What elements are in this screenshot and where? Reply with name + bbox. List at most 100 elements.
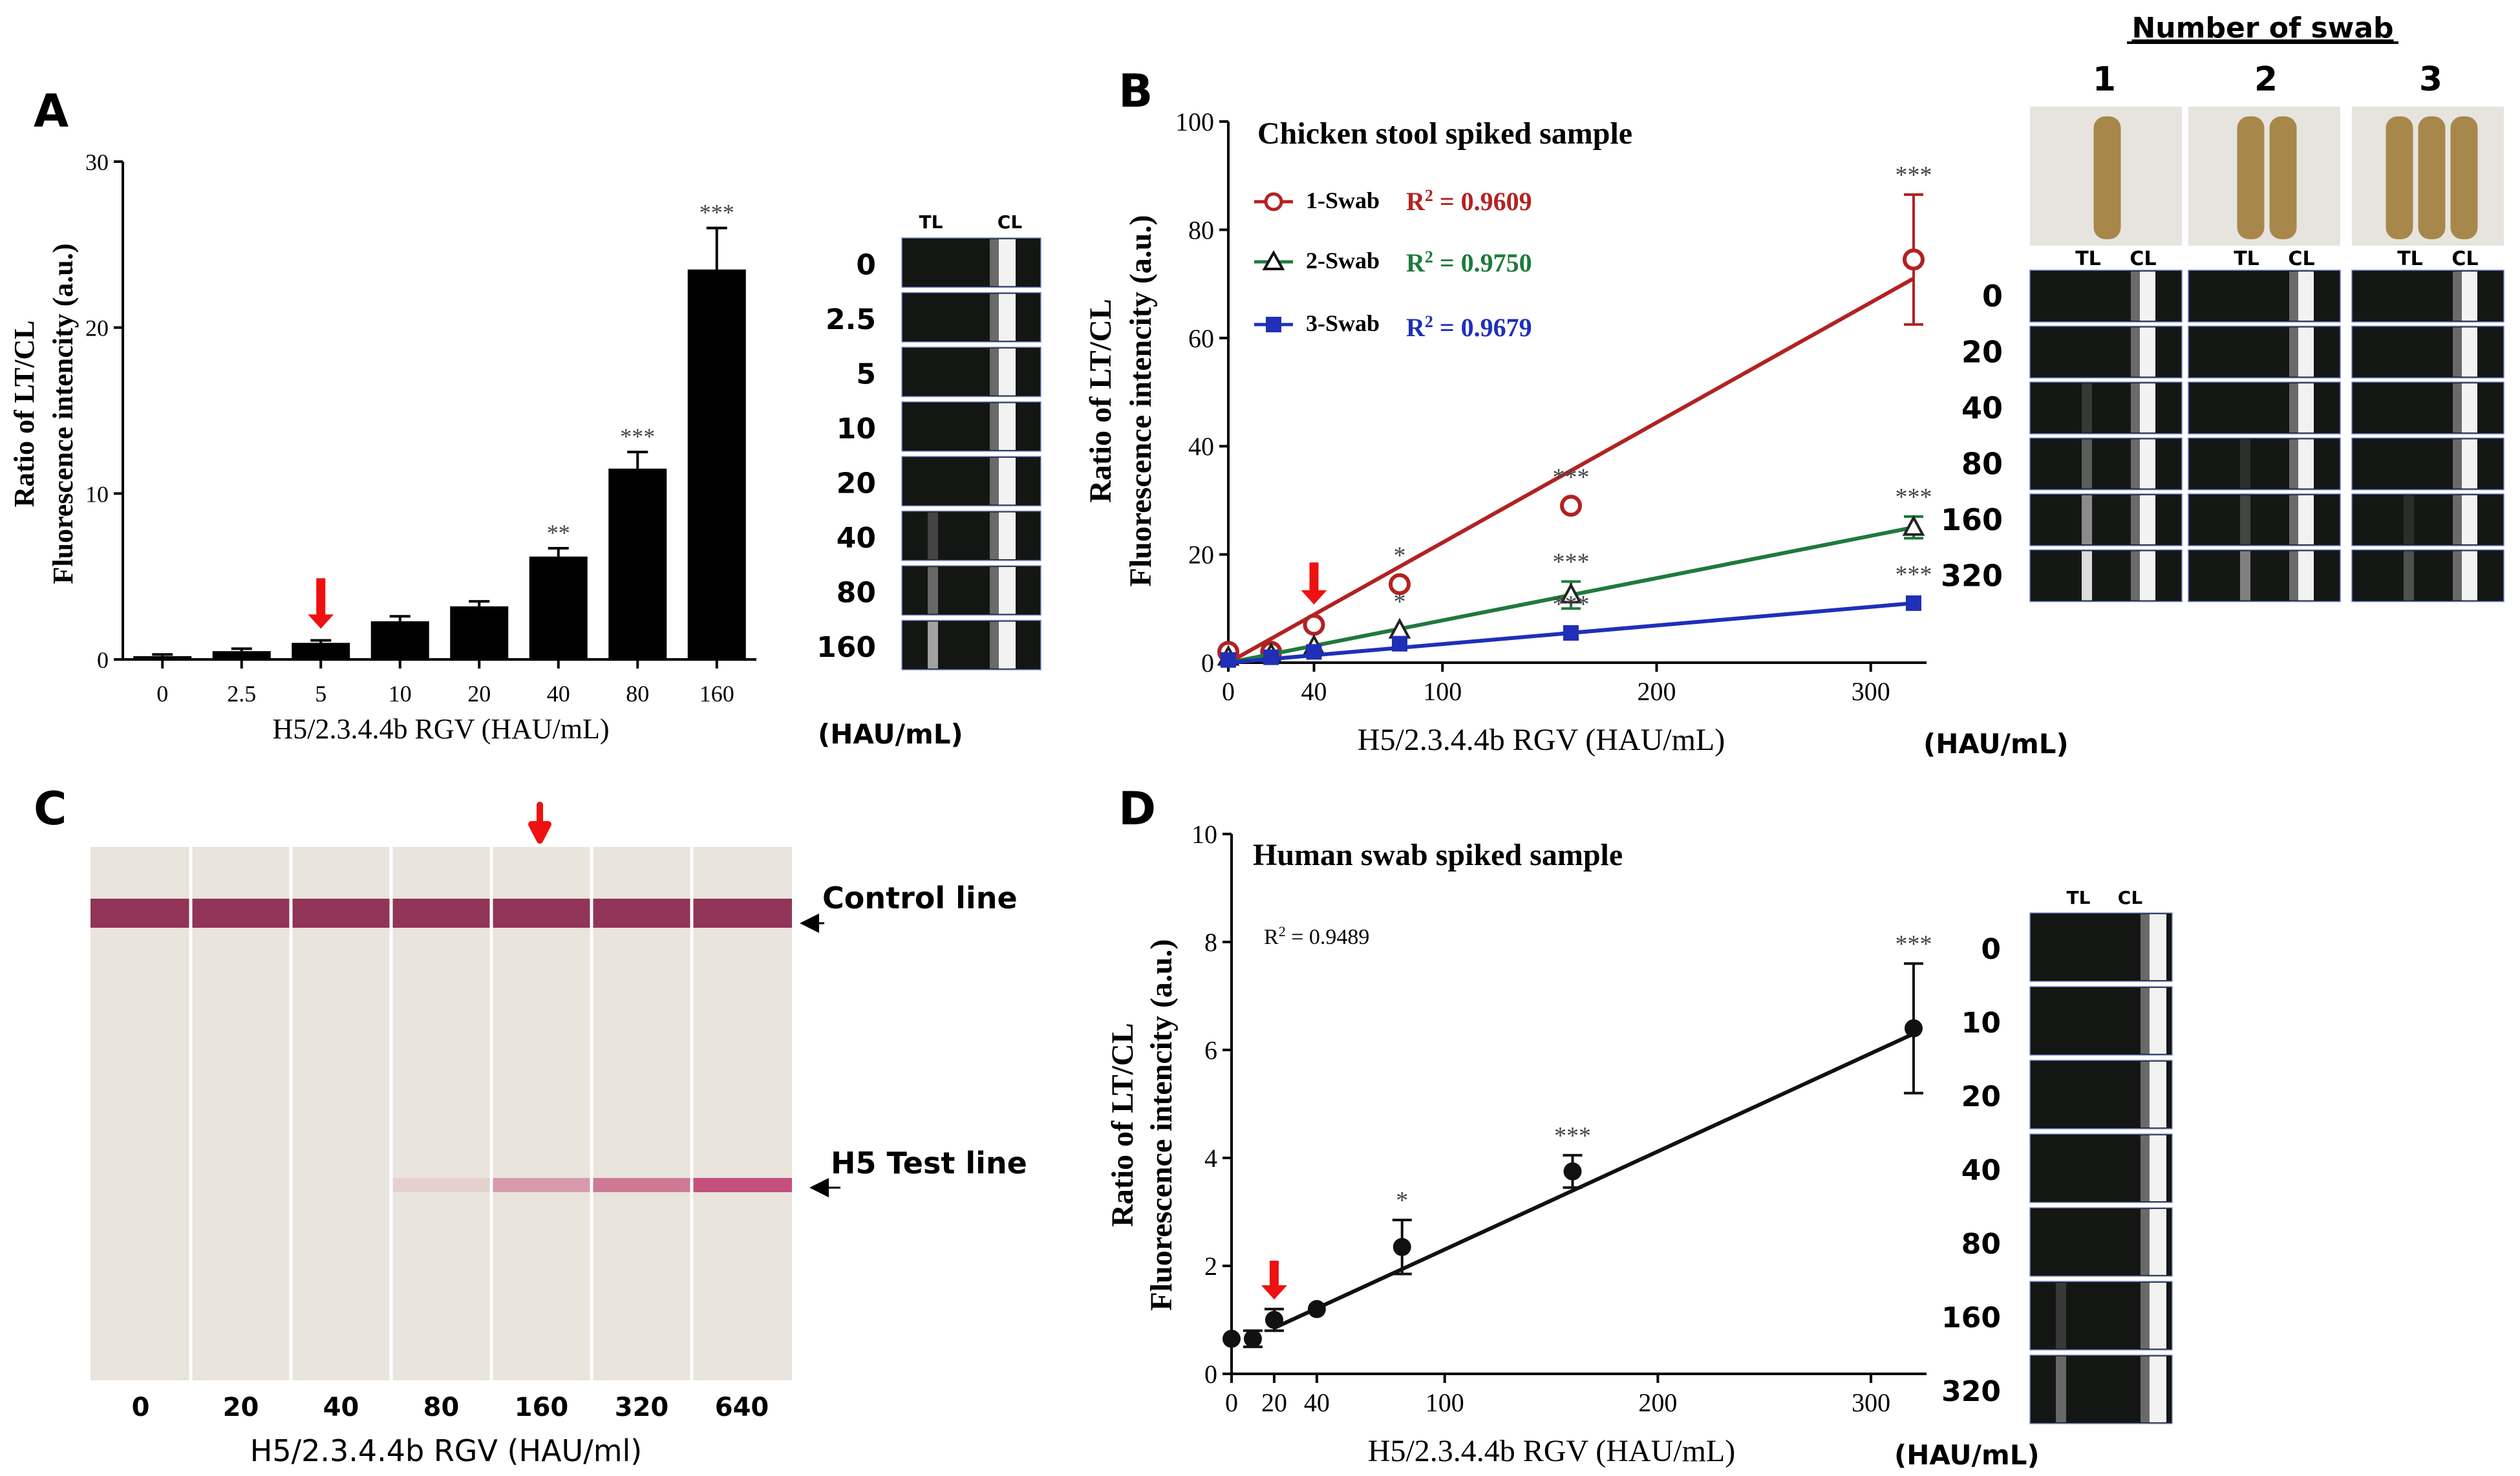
legend-r2: R2 = 0.9750 (1406, 248, 1532, 278)
swab-tip-icon (2269, 116, 2297, 239)
data-point-square (1392, 636, 1407, 652)
significance-label: *** (1895, 484, 1932, 511)
test-line-band (391, 1178, 491, 1192)
panel-c-photo: 0 20 40 80 160 320 640 Control line H5 Test li… (91, 802, 1027, 1468)
strip-image (2188, 325, 2341, 379)
y-tick-label: 8 (1204, 928, 1217, 957)
data-point-square (1563, 625, 1579, 641)
control-band (2298, 383, 2314, 433)
red-arrow-icon (528, 802, 551, 844)
control-band (2150, 1209, 2166, 1275)
control-band-glow (990, 239, 999, 286)
significance-label: ** (547, 520, 570, 546)
control-band-glow (2453, 439, 2462, 489)
x-tick-label: 0 (156, 681, 168, 707)
strip-image (901, 401, 1041, 452)
legend-marker-triangle (1262, 250, 1285, 270)
control-band-glow (2141, 1209, 2150, 1275)
strip-row-label: 0 (1981, 933, 2001, 966)
bar (133, 656, 192, 659)
control-band-glow (2141, 1135, 2150, 1201)
strip-row-label: 80 (1961, 447, 2003, 482)
control-band (2298, 551, 2314, 601)
control-band-glow (990, 512, 999, 559)
test-line-band (692, 1178, 792, 1192)
x-tick-label: 200 (1638, 1388, 1677, 1417)
lane-label: 20 (223, 1393, 259, 1422)
panel-label-c: C (34, 782, 67, 835)
strip-image (2029, 325, 2183, 379)
bar (212, 651, 271, 659)
y-tick-label: 10 (1191, 820, 1217, 849)
strip-row-label: 320 (1941, 559, 2003, 594)
control-band (2298, 272, 2314, 321)
control-band (2140, 439, 2155, 489)
strip-cl-header: CL (2288, 248, 2314, 270)
panel-b-unit: (HAU/mL) (1923, 728, 2069, 760)
control-band (2462, 439, 2477, 489)
legend-label: 3-Swab (1306, 310, 1380, 336)
chart-a-ylabel-2: Fluorescence intencity (a.u.) (47, 243, 79, 584)
chart-d: Ratio of LT/CL Fluorescence intencity (a… (1105, 820, 1932, 1468)
y-tick-label: 10 (85, 481, 109, 507)
chart-a-xlabel: H5/2.3.4.4b RGV (HAU/mL) (272, 713, 609, 745)
data-point (1243, 1329, 1262, 1348)
test-band (2082, 551, 2092, 601)
swab-tip-icon (2386, 116, 2413, 239)
control-band-glow (2131, 272, 2140, 321)
control-band-glow (2289, 495, 2298, 544)
data-point-triangle (1902, 515, 1925, 536)
control-band (2298, 327, 2314, 377)
control-band (2150, 1062, 2166, 1128)
strip-row-label: 5 (856, 358, 876, 390)
data-point-circle (1903, 248, 1925, 271)
chart-a-ylabel-1: Ratio of LT/CL (8, 320, 40, 507)
control-band-glow (990, 567, 999, 614)
control-band-glow (2141, 914, 2150, 980)
test-band (2082, 439, 2092, 489)
x-tick-label: 40 (547, 681, 570, 707)
red-arrow-icon (308, 578, 334, 629)
control-band-glow (2289, 551, 2298, 601)
swab-tip-icon (2093, 116, 2121, 239)
control-band (999, 239, 1016, 286)
strip-image (2029, 381, 2183, 434)
strip-image (2188, 381, 2341, 434)
control-band (2150, 1356, 2166, 1422)
strip-image (2351, 381, 2504, 434)
strip-tl-header: TL (2397, 248, 2423, 270)
legend-label: 1-Swab (1306, 187, 1380, 213)
control-band-glow (2289, 439, 2298, 489)
data-point-circle (1389, 573, 1411, 595)
test-band (2240, 551, 2250, 601)
control-band-glow (2453, 495, 2462, 544)
y-tick-label: 6 (1204, 1036, 1217, 1065)
control-band (2140, 551, 2155, 601)
control-band-glow (2453, 272, 2462, 321)
control-line-label: Control line (822, 881, 1018, 915)
control-band (2298, 439, 2314, 489)
legend-r2: R2 = 0.9679 (1406, 312, 1532, 343)
control-band (2150, 914, 2166, 980)
panel-c-xlabel: H5/2.3.4.4b RGV (HAU/ml) (250, 1433, 643, 1468)
strip-cl-header: CL (2130, 248, 2156, 270)
fit-line (1273, 1032, 1915, 1330)
chart-b-legend: 1-Swab R2 = 0.9609 2-Swab R2 = 0.9750 3-… (1254, 186, 1532, 343)
panel-label-a: A (34, 85, 69, 138)
strip-row-label: 80 (837, 576, 876, 609)
control-band (999, 567, 1016, 614)
significance-label: * (1396, 1187, 1408, 1214)
y-tick-label: 0 (97, 647, 109, 673)
lane-label: 160 (515, 1393, 569, 1422)
control-line-band (191, 899, 291, 928)
control-band-glow (2289, 272, 2298, 321)
control-band (999, 294, 1016, 341)
chart-b-ylabel-2: Fluorescence intencity (a.u.) (1124, 215, 1158, 587)
chart-d-r2: R2 = 0.9489 (1264, 923, 1369, 950)
control-band (2462, 327, 2477, 377)
significance-label: *** (1895, 561, 1932, 588)
strip-row-label: 0 (856, 248, 876, 281)
x-tick-label: 20 (1261, 1388, 1287, 1417)
legend-marker-circle (1264, 192, 1283, 211)
strip-row-label: 10 (1961, 1007, 2001, 1040)
